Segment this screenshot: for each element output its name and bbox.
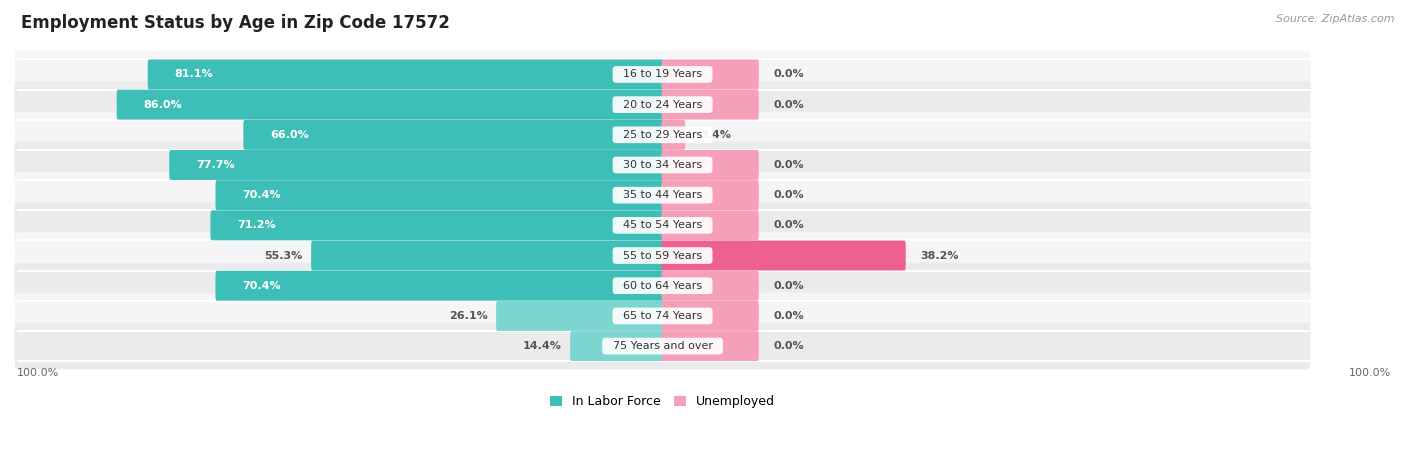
Text: 0.0%: 0.0% [773, 190, 804, 200]
Text: 35 to 44 Years: 35 to 44 Years [616, 190, 709, 200]
FancyBboxPatch shape [14, 142, 1310, 188]
FancyBboxPatch shape [661, 241, 905, 270]
Text: 75 Years and over: 75 Years and over [606, 341, 720, 351]
Text: Employment Status by Age in Zip Code 17572: Employment Status by Age in Zip Code 175… [21, 14, 450, 32]
FancyBboxPatch shape [14, 323, 1310, 369]
FancyBboxPatch shape [215, 180, 664, 210]
Text: 0.0%: 0.0% [773, 341, 804, 351]
FancyBboxPatch shape [661, 120, 685, 150]
Text: 86.0%: 86.0% [143, 99, 181, 110]
FancyBboxPatch shape [496, 301, 664, 331]
FancyBboxPatch shape [14, 172, 1310, 218]
Text: 0.0%: 0.0% [773, 99, 804, 110]
FancyBboxPatch shape [215, 271, 664, 301]
Text: 14.4%: 14.4% [523, 341, 562, 351]
FancyBboxPatch shape [14, 81, 1310, 128]
FancyBboxPatch shape [661, 59, 759, 90]
FancyBboxPatch shape [117, 90, 664, 120]
Text: 38.2%: 38.2% [921, 251, 959, 261]
FancyBboxPatch shape [169, 150, 664, 180]
FancyBboxPatch shape [661, 180, 759, 210]
Text: 55 to 59 Years: 55 to 59 Years [616, 251, 709, 261]
FancyBboxPatch shape [661, 271, 759, 301]
FancyBboxPatch shape [661, 331, 759, 361]
FancyBboxPatch shape [14, 262, 1310, 309]
FancyBboxPatch shape [14, 292, 1310, 339]
Text: 0.0%: 0.0% [773, 281, 804, 291]
FancyBboxPatch shape [311, 241, 664, 270]
FancyBboxPatch shape [14, 232, 1310, 279]
FancyBboxPatch shape [661, 211, 759, 240]
Text: 45 to 54 Years: 45 to 54 Years [616, 220, 709, 230]
Text: 60 to 64 Years: 60 to 64 Years [616, 281, 709, 291]
FancyBboxPatch shape [211, 211, 664, 240]
FancyBboxPatch shape [661, 150, 759, 180]
Text: 71.2%: 71.2% [238, 220, 276, 230]
Text: 81.1%: 81.1% [174, 69, 212, 80]
Text: 20 to 24 Years: 20 to 24 Years [616, 99, 709, 110]
Text: 3.4%: 3.4% [700, 130, 731, 140]
Text: 100.0%: 100.0% [17, 368, 59, 378]
Text: 25 to 29 Years: 25 to 29 Years [616, 130, 709, 140]
Text: 70.4%: 70.4% [242, 281, 281, 291]
Text: Source: ZipAtlas.com: Source: ZipAtlas.com [1277, 14, 1395, 23]
Text: 77.7%: 77.7% [195, 160, 235, 170]
Text: 70.4%: 70.4% [242, 190, 281, 200]
Legend: In Labor Force, Unemployed: In Labor Force, Unemployed [550, 396, 775, 408]
FancyBboxPatch shape [148, 59, 664, 90]
Text: 0.0%: 0.0% [773, 160, 804, 170]
Text: 65 to 74 Years: 65 to 74 Years [616, 311, 709, 321]
FancyBboxPatch shape [243, 120, 664, 150]
FancyBboxPatch shape [14, 112, 1310, 158]
Text: 0.0%: 0.0% [773, 69, 804, 80]
Text: 16 to 19 Years: 16 to 19 Years [616, 69, 709, 80]
Text: 26.1%: 26.1% [449, 311, 488, 321]
FancyBboxPatch shape [571, 331, 664, 361]
Text: 100.0%: 100.0% [1348, 368, 1391, 378]
FancyBboxPatch shape [14, 51, 1310, 98]
FancyBboxPatch shape [14, 202, 1310, 248]
Text: 0.0%: 0.0% [773, 311, 804, 321]
Text: 66.0%: 66.0% [270, 130, 309, 140]
FancyBboxPatch shape [661, 301, 759, 331]
Text: 0.0%: 0.0% [773, 220, 804, 230]
Text: 55.3%: 55.3% [264, 251, 302, 261]
FancyBboxPatch shape [661, 90, 759, 120]
Text: 30 to 34 Years: 30 to 34 Years [616, 160, 709, 170]
